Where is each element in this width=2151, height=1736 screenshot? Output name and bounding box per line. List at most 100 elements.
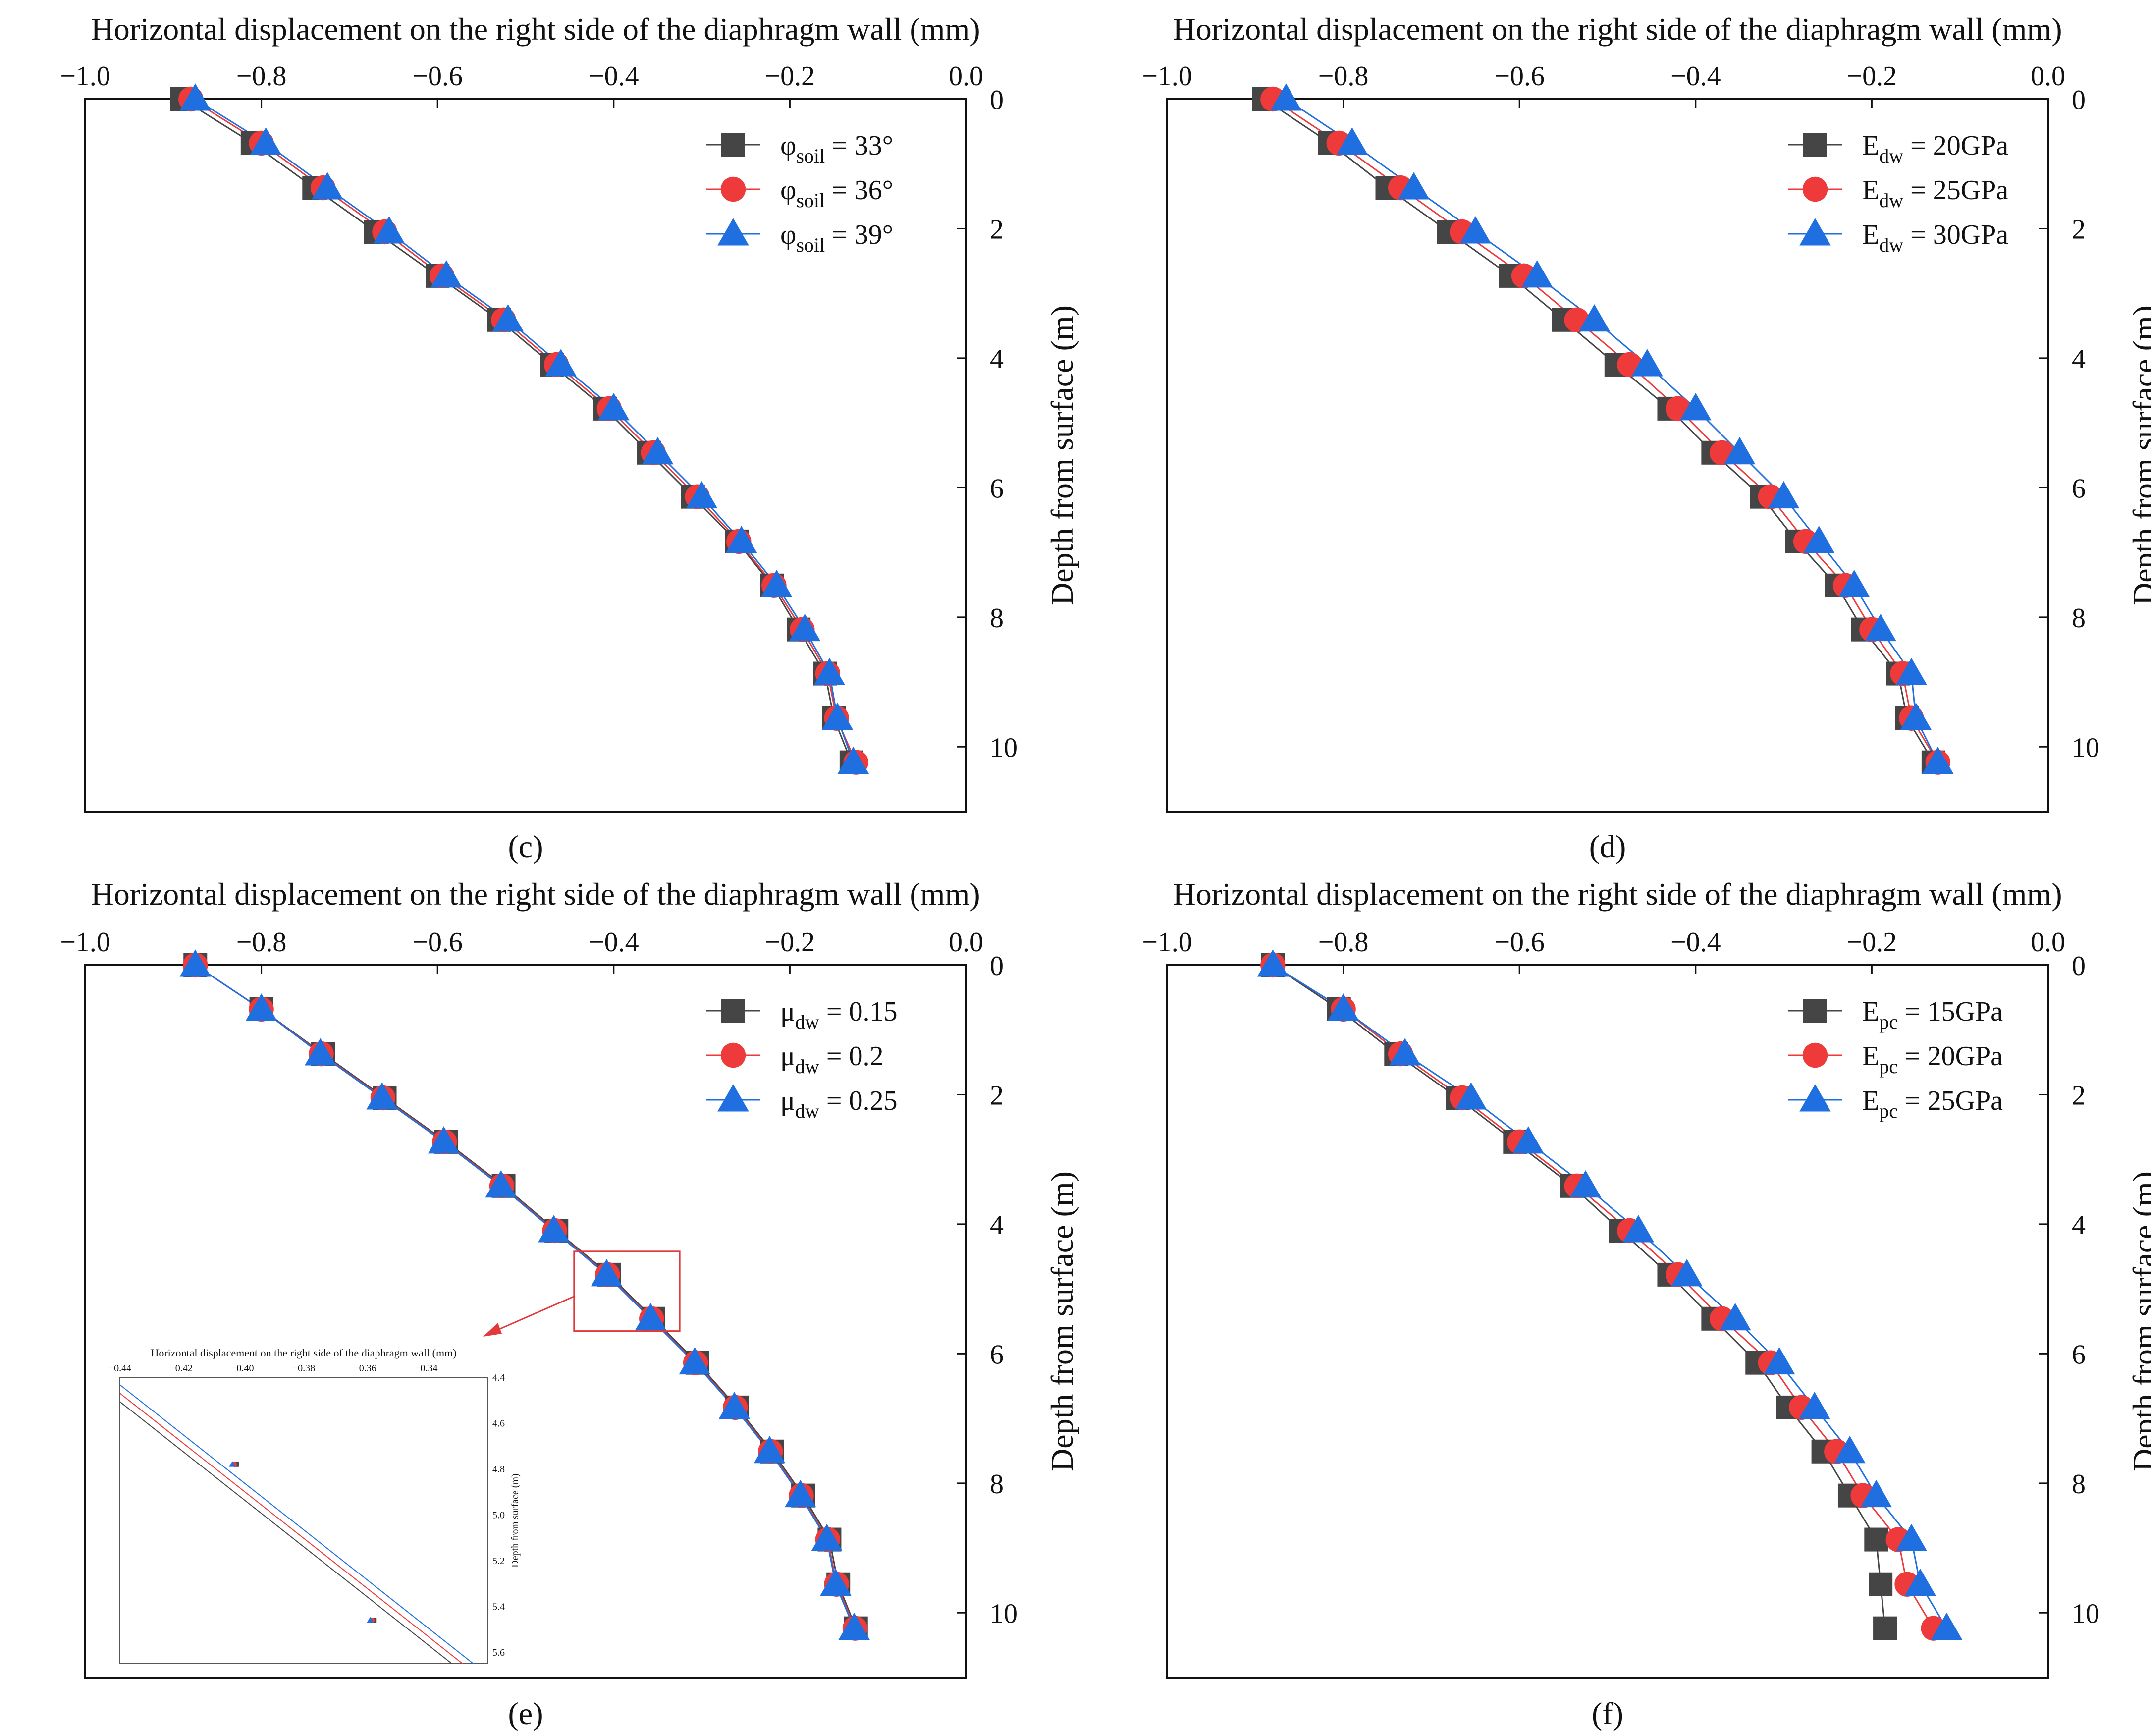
data-point-series-3 [1838,570,1870,597]
y-tick-label: 10 [990,732,1018,763]
data-point-series-3 [1723,437,1756,465]
legend-label-1: μdw = 0.15 [780,996,898,1033]
series-line-3 [195,964,855,1629]
zoom-arrow-head [483,1323,502,1337]
x-tick-label: 0.0 [2031,61,2065,92]
data-point-series-3 [635,1303,667,1331]
y-tick-label: 0 [2072,85,2086,115]
inset-x-tick-label: −0.38 [292,1363,315,1374]
data-point-series-3 [1900,703,1932,730]
x-axis-title: Horizontal displacement on the right sid… [1173,11,2062,47]
data-point-series-3 [1895,657,1928,686]
legend-marker-2 [1802,1042,1828,1068]
legend-subscript: dw [1879,189,1903,212]
inset-series-line-3 [120,1384,474,1664]
plot-frame [1166,964,2049,1679]
data-point-series-3 [304,1038,336,1066]
data-point-series-3 [428,1126,460,1154]
y-tick-label: 6 [990,473,1004,504]
x-tick-label: −0.2 [765,927,815,958]
plot-frame [84,98,967,813]
data-point-series-3 [1865,613,1896,642]
panel-label: (d) [1589,829,1626,864]
y-tick-label: 0 [990,85,1004,115]
data-point-series-3 [753,1436,786,1464]
legend-symbol: E [1862,996,1879,1027]
inset-data-point [229,1461,236,1467]
series-line-2 [1272,964,1935,1629]
data-point-series-3 [1671,1259,1703,1287]
x-tick-label: −1.0 [60,61,110,92]
inset-y-axis-title: Depth from surface (m) [510,1473,521,1567]
plot-frame [1166,98,2049,813]
zoom-box [573,1250,681,1332]
legend-marker-1 [1803,133,1827,157]
y-tick-label: 2 [2072,214,2086,245]
x-axis-title: Horizontal displacement on the right sid… [91,11,980,47]
legend-subscript: soil [796,234,825,256]
y-tick-label: 8 [990,1469,1004,1500]
y-tick-label: 8 [2072,1469,2086,1500]
data-point-series-3 [1398,172,1430,200]
data-point-series-3 [1389,1038,1421,1066]
data-point-series-3 [1931,1612,1963,1640]
series-line-1 [1272,964,1886,1628]
legend-label-3: Edw = 30GPa [1862,219,2008,256]
x-tick-label: −0.4 [589,61,639,92]
legend-value: = 36° [825,175,893,206]
legend-marker-2 [1802,176,1828,202]
legend-symbol: φ [780,175,796,206]
x-tick-label: −0.6 [412,927,463,958]
data-point-series-3 [1327,993,1359,1021]
x-tick-label: −1.0 [1142,61,1192,92]
legend-subscript: pc [1879,1100,1898,1122]
legend-symbol: E [1862,175,1879,206]
legend-label-2: Edw = 25GPa [1862,175,2008,212]
data-point-series-3 [312,172,343,200]
panel-label: (e) [508,1696,543,1731]
data-point-series-3 [1768,481,1800,509]
inset-x-tick-label: −0.40 [231,1363,254,1374]
inset-x-tick-label: −0.34 [415,1363,437,1374]
legend-value: = 33° [825,130,893,161]
inset-chart: Horizontal displacement on the right sid… [108,1347,521,1664]
x-tick-label: −0.6 [1494,61,1545,92]
legend-marker-1 [721,999,745,1023]
data-point-series-1 [1864,1527,1888,1552]
data-point-series-3 [718,1392,751,1419]
legend-value: = 25GPa [1903,175,2008,206]
legend-label-1: φsoil = 33° [780,130,893,167]
inset-y-tick-label: 5.0 [492,1510,505,1520]
data-point-series-3 [725,526,757,553]
y-tick-label: 10 [2072,732,2099,763]
legend-label-2: φsoil = 36° [780,175,893,212]
legend-subscript: dw [795,1011,819,1033]
inset-data-point [367,1617,374,1623]
data-point-series-3 [245,993,277,1021]
legend-subscript: dw [795,1100,819,1122]
panel-label: (f) [1592,1696,1623,1731]
panel-label: (c) [508,829,543,864]
data-point-series-3 [1521,260,1553,288]
data-point-series-1 [1869,1572,1893,1596]
series-line-3 [1272,964,1947,1629]
legend-marker-3 [1799,1084,1831,1112]
data-point-series-3 [1622,1215,1654,1243]
data-point-series-3 [784,1479,816,1508]
inset-x-axis-title: Horizontal displacement on the right sid… [151,1347,456,1359]
data-point-series-3 [430,260,462,288]
y-tick-label: 4 [2072,344,2086,375]
legend-subscript: dw [1879,145,1903,167]
chart-panel-f: Horizontal displacement on the right sid… [1142,876,2151,1731]
legend-label-2: μdw = 0.2 [780,1041,884,1078]
inset-y-tick-label: 5.6 [492,1647,505,1658]
chart-panel-d: Horizontal displacement on the right sid… [1142,11,2151,864]
data-point-series-3 [179,949,211,977]
legend-symbol: μ [780,1085,795,1116]
data-point-series-3 [250,127,282,155]
x-axis-title: Horizontal displacement on the right sid… [1173,876,2062,912]
series-line-1 [195,964,857,1629]
series-line-2 [1272,98,1939,763]
x-tick-label: −0.6 [412,61,463,92]
data-point-series-1 [1873,1616,1897,1640]
